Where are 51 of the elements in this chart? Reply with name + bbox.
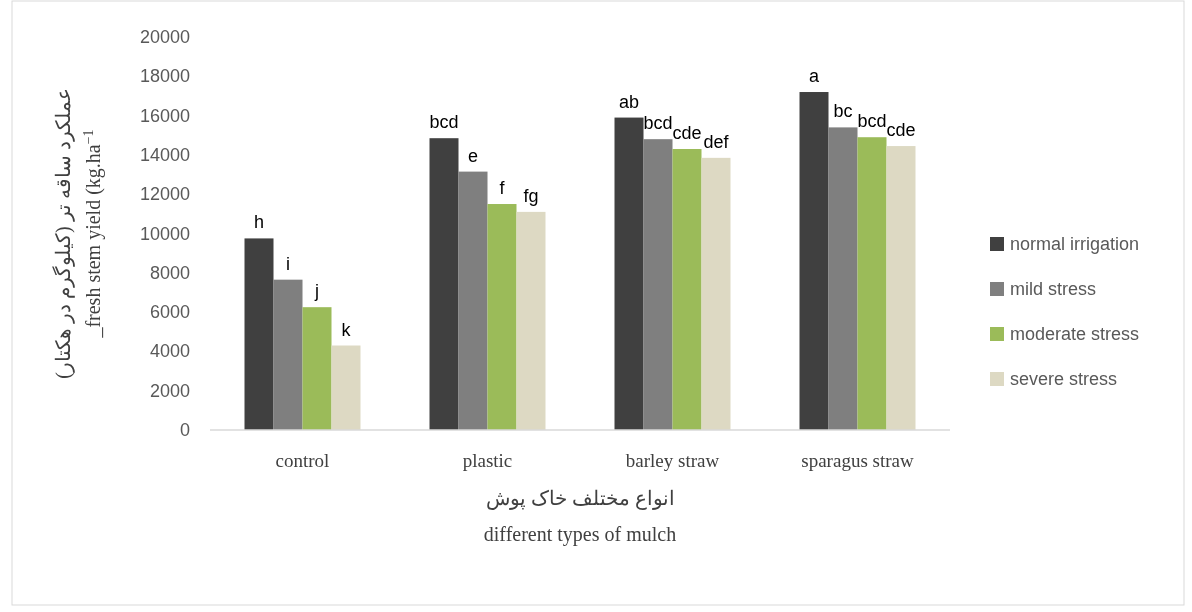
- data-label: bc: [833, 101, 853, 122]
- bar: [643, 139, 673, 430]
- bar: [828, 127, 858, 430]
- bar: [244, 238, 274, 430]
- y-tick-label: 18000: [139, 66, 190, 87]
- y-tick-label: 20000: [139, 27, 190, 47]
- data-label: i: [286, 253, 290, 274]
- data-label: a: [808, 66, 820, 87]
- data-label: f: [499, 178, 506, 199]
- bar: [487, 204, 517, 430]
- y-tick-label: 6000: [149, 302, 190, 323]
- legend-label: mild stress: [1010, 279, 1097, 299]
- y-tick-label: 8000: [149, 262, 190, 283]
- y-tick-label: 10000: [139, 223, 190, 244]
- data-label: def: [703, 131, 730, 152]
- data-label: h: [253, 212, 265, 233]
- bar: [273, 279, 303, 430]
- x-tick-label: sparagus straw: [801, 450, 914, 471]
- x-tick-label: control: [275, 450, 330, 471]
- data-label: cde: [672, 123, 702, 144]
- y-tick-label: 4000: [149, 341, 190, 362]
- bar: [857, 137, 887, 430]
- y-tick-label: 12000: [139, 184, 190, 205]
- y-tick-label: 2000: [149, 380, 190, 401]
- bar: [331, 345, 361, 430]
- bar: [614, 117, 644, 430]
- legend-label: normal irrigation: [1010, 234, 1140, 254]
- bar: [458, 171, 488, 430]
- bar: [799, 92, 829, 430]
- x-tick-label: plastic: [462, 450, 513, 471]
- bar: [886, 146, 916, 430]
- data-label: cde: [886, 120, 916, 141]
- data-label: j: [314, 281, 319, 302]
- bar: [516, 211, 546, 430]
- data-label: bcd: [643, 113, 673, 134]
- data-label: k: [341, 319, 352, 340]
- legend-label: moderate stress: [1010, 324, 1140, 344]
- data-label: ab: [618, 91, 640, 112]
- y-tick-label: 14000: [139, 144, 190, 165]
- bar: [672, 149, 702, 430]
- legend-label: severe stress: [1010, 369, 1118, 389]
- x-tick-label: barley straw: [625, 450, 720, 471]
- data-label: bcd: [429, 112, 459, 133]
- data-label: fg: [523, 185, 539, 206]
- bar: [302, 307, 332, 430]
- data-label: bcd: [857, 111, 887, 132]
- y-tick-label: 0: [179, 420, 190, 440]
- y-tick-label: 16000: [139, 105, 190, 126]
- data-label: e: [467, 145, 479, 166]
- bar: [701, 157, 731, 430]
- bar: [429, 138, 459, 430]
